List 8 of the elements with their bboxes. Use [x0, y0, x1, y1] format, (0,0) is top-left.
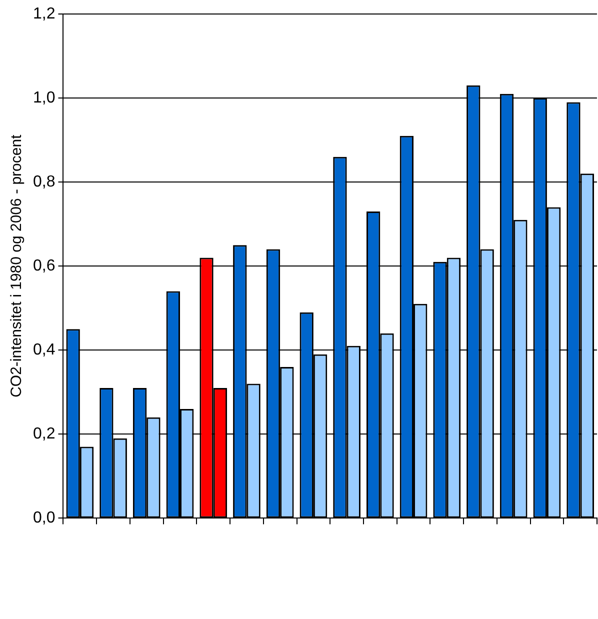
y-tick-label: 0,4 [32, 342, 56, 359]
y-tick-label: 0,8 [32, 173, 56, 190]
y-tick-label: 0,6 [32, 258, 56, 275]
y-tick-label: 1,0 [32, 89, 56, 106]
y-tick-label: 0,2 [32, 426, 56, 443]
y-tick-label: 0,0 [32, 510, 56, 527]
y-axis-title: CO2-intensitet i 1980 og 2006 - procent [8, 134, 26, 398]
y-tick-label: 1,2 [32, 5, 56, 22]
